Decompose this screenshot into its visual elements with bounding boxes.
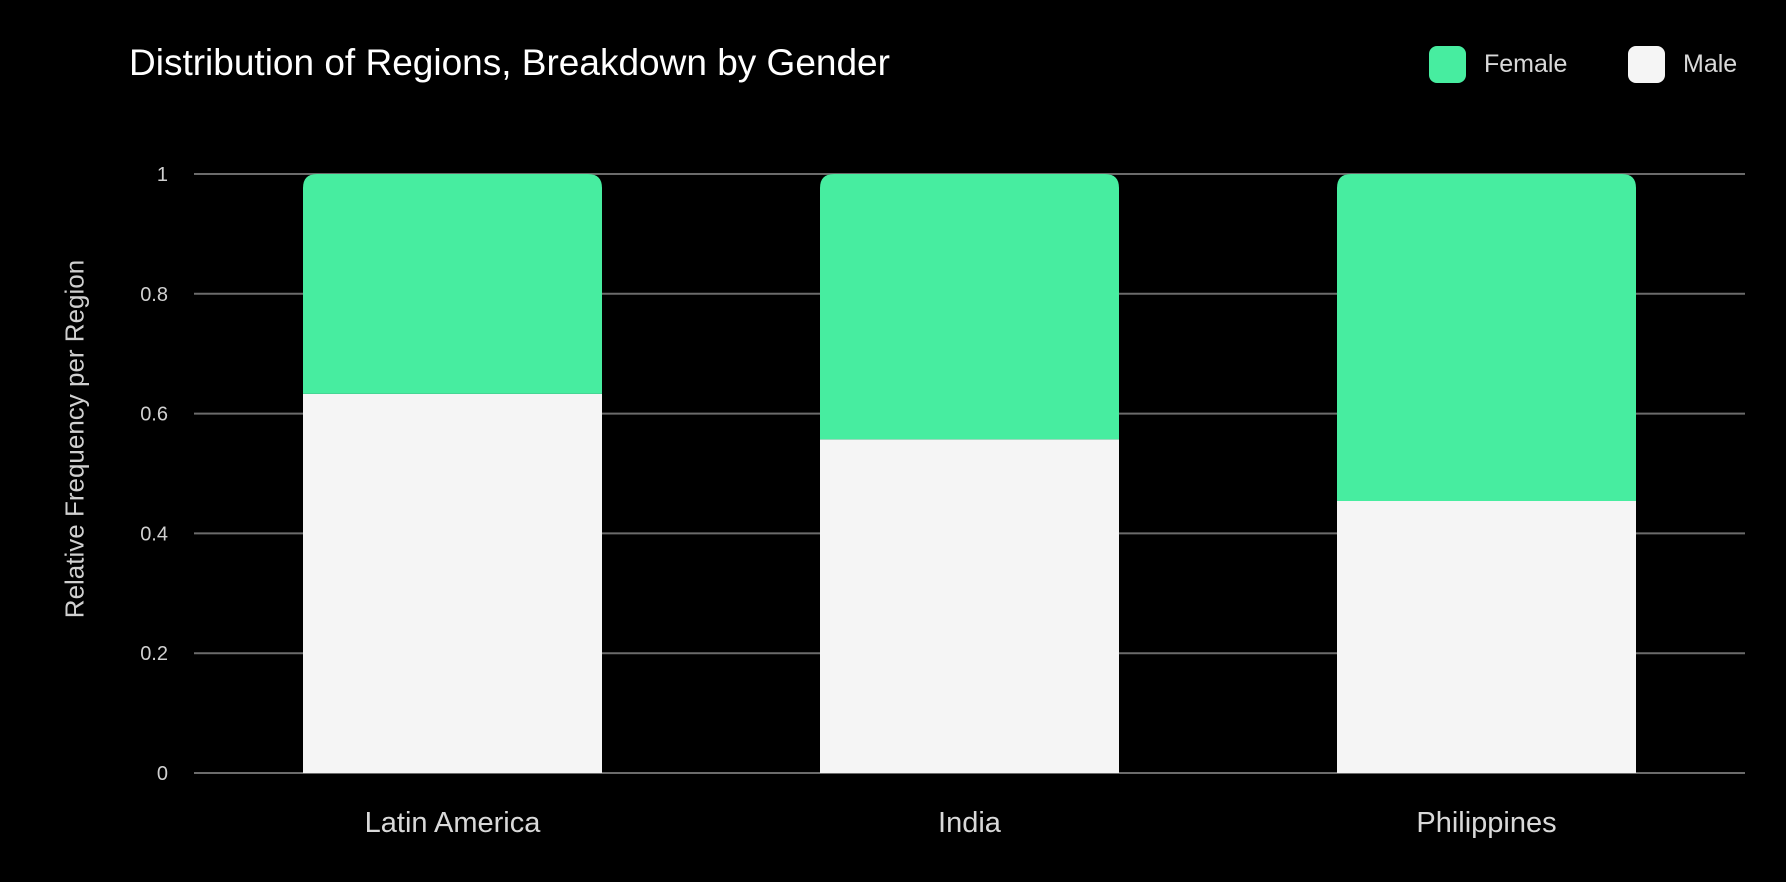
bar-segment-female-latin-america <box>303 174 602 394</box>
bar-segment-male-latin-america <box>303 393 602 773</box>
y-tick-label: 0.4 <box>140 523 168 545</box>
y-tick-label: 0 <box>157 763 168 785</box>
x-tick-label: Philippines <box>1416 807 1556 839</box>
legend-item-male: Male <box>1628 46 1737 83</box>
x-tick-label: India <box>938 807 1002 839</box>
y-tick-label: 0.2 <box>140 643 168 665</box>
bar-segment-male-india <box>820 439 1119 773</box>
legend-label-male: Male <box>1683 50 1738 78</box>
legend-label-female: Female <box>1484 50 1568 78</box>
chart-title: Distribution of Regions, Breakdown by Ge… <box>129 42 890 83</box>
bar-segment-female-india <box>820 174 1119 440</box>
x-tick-label: Latin America <box>365 807 542 839</box>
y-tick-label: 1 <box>157 164 168 186</box>
bar-segment-female-philippines <box>1337 174 1636 502</box>
legend-item-female: Female <box>1429 46 1567 83</box>
legend-swatch-female <box>1429 46 1466 83</box>
bar-segment-male-philippines <box>1337 501 1636 773</box>
y-tick-label: 0.6 <box>140 404 168 426</box>
y-tick-label: 0.8 <box>140 284 168 306</box>
legend-swatch-male <box>1628 46 1665 83</box>
